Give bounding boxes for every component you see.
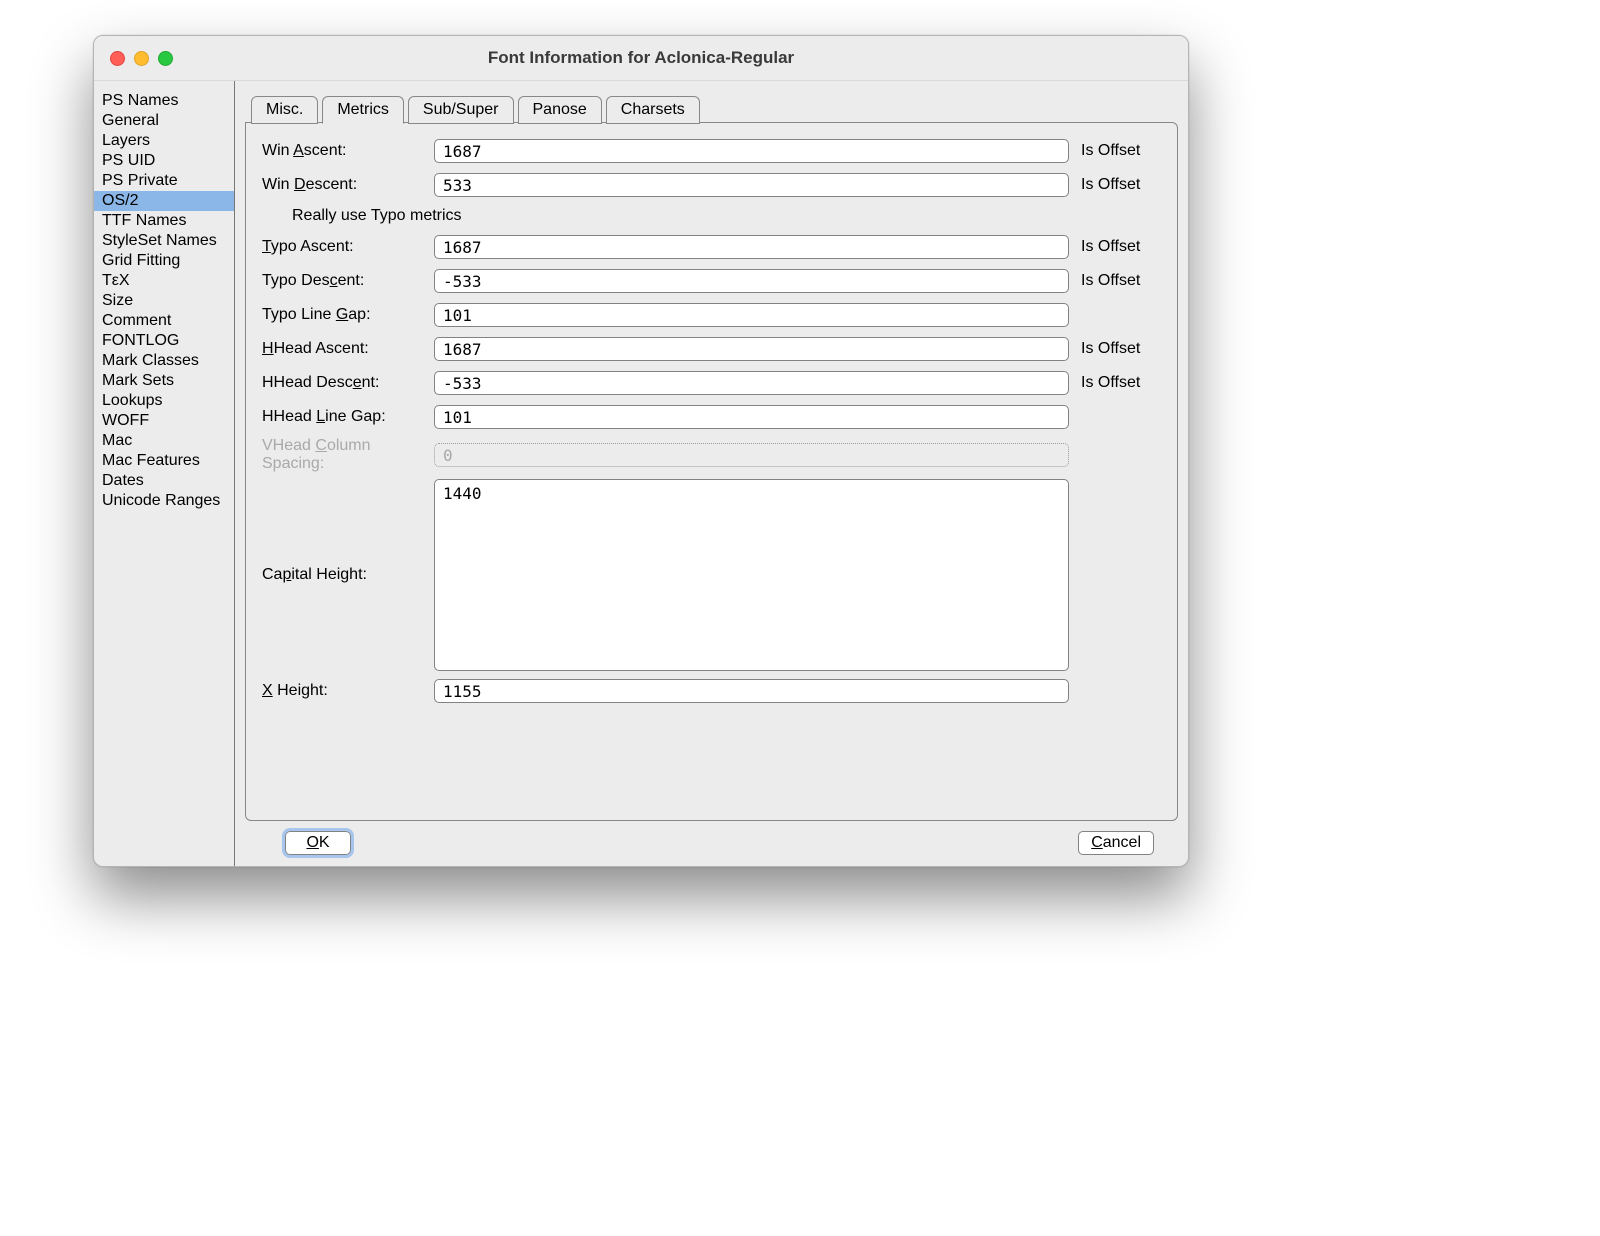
sidebar-item-woff[interactable]: WOFF [94, 411, 234, 431]
sidebar-item-ps-names[interactable]: PS Names [94, 91, 234, 111]
traffic-lights [110, 51, 173, 66]
row-typo-descent: Typo Descent: Is Offset [262, 267, 1161, 295]
tab-charsets[interactable]: Charsets [606, 96, 700, 124]
label-x-height: X Height: [262, 682, 430, 700]
sidebar-item-comment[interactable]: Comment [94, 311, 234, 331]
row-win-descent: Win Descent: Is Offset [262, 171, 1161, 199]
label-capital-height: Capital Height: [262, 566, 430, 584]
sidebar-item-grid-fitting[interactable]: Grid Fitting [94, 251, 234, 271]
row-typo-ascent: Typo Ascent: Is Offset [262, 233, 1161, 261]
offset-hhead-descent[interactable]: Is Offset [1073, 374, 1161, 392]
row-win-ascent: Win Ascent: Is Offset [262, 137, 1161, 165]
offset-win-ascent[interactable]: Is Offset [1073, 142, 1161, 160]
row-hhead-line-gap: HHead Line Gap: . [262, 403, 1161, 431]
sidebar-item-general[interactable]: General [94, 111, 234, 131]
label-hhead-line-gap: HHead Line Gap: [262, 408, 430, 426]
typo-metrics-note[interactable]: Really use Typo metrics [262, 205, 1161, 227]
minimize-icon[interactable] [134, 51, 149, 66]
sidebar-item-mark-sets[interactable]: Mark Sets [94, 371, 234, 391]
row-typo-line-gap: Typo Line Gap: . [262, 301, 1161, 329]
titlebar: Font Information for Aclonica-Regular [94, 36, 1188, 81]
category-sidebar: PS NamesGeneralLayersPS UIDPS PrivateOS/… [94, 81, 235, 867]
input-typo-ascent[interactable] [434, 235, 1069, 259]
label-hhead-descent: HHead Descent: [262, 374, 430, 392]
input-capital-height[interactable]: 1440 [434, 479, 1069, 671]
zoom-icon[interactable] [158, 51, 173, 66]
sidebar-item-layers[interactable]: Layers [94, 131, 234, 151]
sidebar-item-unicode-ranges[interactable]: Unicode Ranges [94, 491, 234, 511]
input-x-height[interactable] [434, 679, 1069, 703]
sidebar-item-mark-classes[interactable]: Mark Classes [94, 351, 234, 371]
label-typo-line-gap: Typo Line Gap: [262, 306, 430, 324]
label-win-ascent: Win Ascent: [262, 142, 430, 160]
content-area: Misc.MetricsSub/SuperPanoseCharsets Win … [235, 81, 1188, 867]
input-hhead-descent[interactable] [434, 371, 1069, 395]
sidebar-item-fontlog[interactable]: FONTLOG [94, 331, 234, 351]
input-hhead-line-gap[interactable] [434, 405, 1069, 429]
sidebar-item-mac[interactable]: Mac [94, 431, 234, 451]
label-hhead-ascent: HHead Ascent: [262, 340, 430, 358]
tab-panose[interactable]: Panose [518, 96, 602, 124]
input-vhead-col-spacing [434, 443, 1069, 467]
tab-metrics[interactable]: Metrics [322, 96, 404, 124]
tab-sub-super[interactable]: Sub/Super [408, 96, 514, 124]
close-icon[interactable] [110, 51, 125, 66]
sidebar-item-dates[interactable]: Dates [94, 471, 234, 491]
sidebar-item-mac-features[interactable]: Mac Features [94, 451, 234, 471]
sidebar-item-size[interactable]: Size [94, 291, 234, 311]
input-win-descent[interactable] [434, 173, 1069, 197]
sidebar-item-lookups[interactable]: Lookups [94, 391, 234, 411]
label-typo-descent: Typo Descent: [262, 272, 430, 290]
sidebar-item-styleset-names[interactable]: StyleSet Names [94, 231, 234, 251]
ok-button[interactable]: OK [285, 831, 351, 855]
window-title: Font Information for Aclonica-Regular [94, 48, 1188, 68]
row-capital-height: Capital Height: 1440 . [262, 479, 1161, 671]
input-typo-line-gap[interactable] [434, 303, 1069, 327]
row-hhead-descent: HHead Descent: Is Offset [262, 369, 1161, 397]
sidebar-item-ps-private[interactable]: PS Private [94, 171, 234, 191]
input-hhead-ascent[interactable] [434, 337, 1069, 361]
offset-win-descent[interactable]: Is Offset [1073, 176, 1161, 194]
input-typo-descent[interactable] [434, 269, 1069, 293]
cancel-button[interactable]: Cancel [1078, 831, 1154, 855]
offset-typo-ascent[interactable]: Is Offset [1073, 238, 1161, 256]
input-win-ascent[interactable] [434, 139, 1069, 163]
sidebar-item-ps-uid[interactable]: PS UID [94, 151, 234, 171]
label-vhead-col-spacing: VHead Column Spacing: [262, 437, 430, 473]
tab-strip: Misc.MetricsSub/SuperPanoseCharsets [251, 89, 1178, 123]
offset-typo-descent[interactable]: Is Offset [1073, 272, 1161, 290]
sidebar-item-ttf-names[interactable]: TTF Names [94, 211, 234, 231]
button-bar: OK Cancel [245, 821, 1178, 859]
row-x-height: X Height: . [262, 677, 1161, 705]
label-typo-ascent: Typo Ascent: [262, 238, 430, 256]
sidebar-item-os-2[interactable]: OS/2 [94, 191, 234, 211]
metrics-panel: Win Ascent: Is Offset Win Descent: Is Of… [245, 122, 1178, 821]
row-hhead-ascent: HHead Ascent: Is Offset [262, 335, 1161, 363]
sidebar-item-t-x[interactable]: TεX [94, 271, 234, 291]
row-vhead-col-spacing: VHead Column Spacing: . [262, 437, 1161, 473]
tab-misc-[interactable]: Misc. [251, 96, 318, 124]
label-win-descent: Win Descent: [262, 176, 430, 194]
offset-hhead-ascent[interactable]: Is Offset [1073, 340, 1161, 358]
font-info-window: Font Information for Aclonica-Regular PS… [93, 35, 1189, 867]
